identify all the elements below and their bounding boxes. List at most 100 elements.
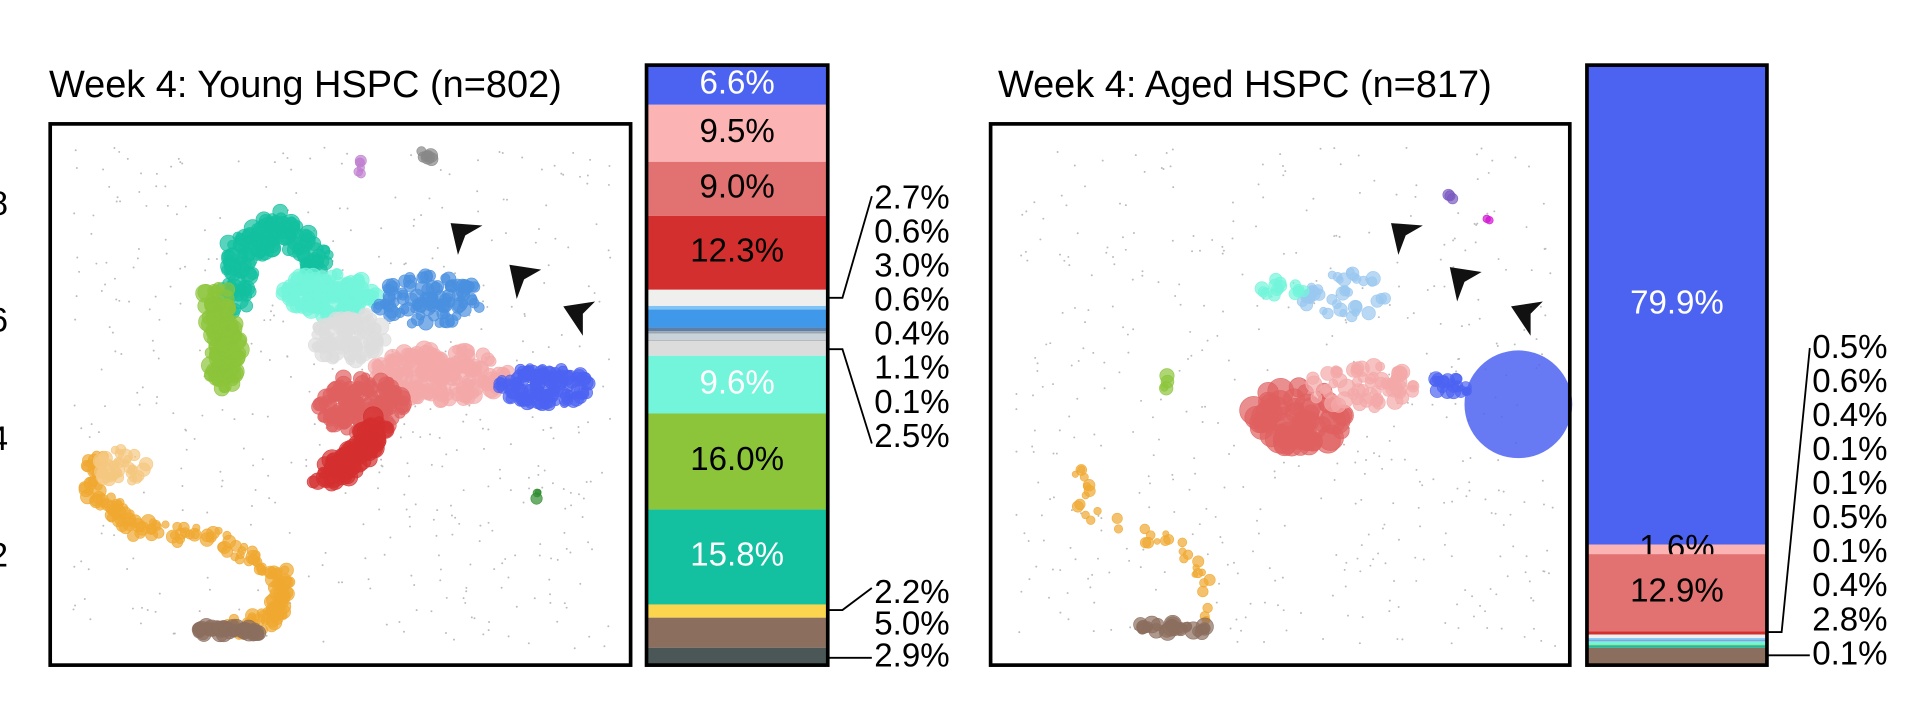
cell-dot [111,510,121,520]
cell-dot [415,296,426,307]
bg-dot [563,531,566,534]
bg-dot [411,431,414,434]
cell-dot [84,487,93,496]
cell-dot [319,326,330,337]
bg-dot [1132,232,1135,234]
bg-dot [1401,638,1404,641]
bg-dot [177,157,180,160]
bg-dot [1138,491,1141,494]
bg-dot [1058,429,1061,432]
bg-dot [1460,325,1463,328]
cell-dot [418,315,434,331]
bg-dot [72,608,75,611]
cell-dot [1199,578,1209,588]
bg-dot [1036,362,1039,365]
bg-dot [97,431,100,434]
bg-dot [1018,631,1021,634]
bg-dot [1414,195,1417,198]
bg-dot [1279,153,1282,156]
bg-dot [1217,422,1219,424]
bg-dot [1479,604,1482,607]
cell-dot [1297,285,1310,298]
bg-dot [74,149,77,152]
leader-line [827,195,873,299]
bg-dot [570,504,573,507]
bg-dot [282,152,285,155]
bg-dot [100,368,103,371]
bg-dot [1372,558,1375,561]
bg-dot [346,152,349,155]
bg-dot [385,623,388,626]
data-label: 0.4% [1812,397,1887,434]
bg-dot [1033,429,1036,432]
cell-dot [328,352,340,364]
bg-dot [1422,558,1425,561]
bg-dot [1542,503,1545,506]
bg-dot [406,462,409,465]
bg-dot [465,413,468,416]
cell-dot [216,298,237,319]
bar-segment [1586,65,1767,545]
bg-dot [556,620,559,623]
cell-dot [1361,306,1376,321]
bg-dot [1398,285,1401,288]
bg-dot [221,408,224,411]
bar-segment [646,65,828,105]
cell-dot [102,472,117,487]
cell-dot [345,355,356,366]
bg-dot [534,241,537,244]
bg-dot [267,474,270,477]
bg-dot [1325,343,1328,346]
bg-dot [260,350,262,353]
cell-dot [1314,416,1331,433]
bg-dot [307,211,310,214]
bg-dot [87,568,90,571]
bg-dot [1226,563,1229,566]
bg-dot [1157,438,1160,441]
bg-dot [146,609,149,611]
data-label: 2.7% [874,180,949,217]
cell-dot [1407,380,1420,393]
bg-dot [410,574,413,577]
bg-dot [1080,512,1082,515]
cell-dot [453,352,469,368]
bg-dot [1219,536,1222,539]
bg-dot [1041,385,1044,388]
bg-dot [1525,555,1528,558]
bg-dot [509,489,512,492]
bg-dot [364,557,367,560]
cell-dot [472,360,490,378]
bg-dot [1141,274,1144,277]
bg-dot [1388,304,1391,306]
bg-dot [1344,319,1347,322]
bar-segment [1586,640,1767,642]
arrowheads [450,223,1543,336]
bg-dot [1331,334,1334,337]
bg-dot [527,476,530,479]
bg-dot [539,543,542,546]
cell-dot [222,621,233,632]
bg-dot [1409,214,1412,217]
bg-dot [1388,439,1391,442]
bg-dot [1026,259,1029,262]
bg-dot [1240,629,1243,632]
bg-dot [1361,287,1364,290]
bg-dot [242,447,245,450]
bg-dot [1366,435,1369,438]
bg-dot [1042,539,1045,542]
bg-dot [1359,570,1362,573]
bg-dot [501,562,504,565]
bg-dot [408,475,411,478]
bg-dot [185,448,188,451]
bg-dot [488,620,491,623]
bg-dot [108,185,111,188]
cell-dot [229,540,242,552]
bg-dot [237,160,240,163]
bg-dot [1188,488,1191,491]
bg-dot [430,463,433,466]
bg-dot [1126,333,1129,336]
bg-dot [308,390,311,393]
bg-dot [1214,515,1217,518]
bg-dot [441,465,444,468]
bg-dot [1450,642,1453,645]
